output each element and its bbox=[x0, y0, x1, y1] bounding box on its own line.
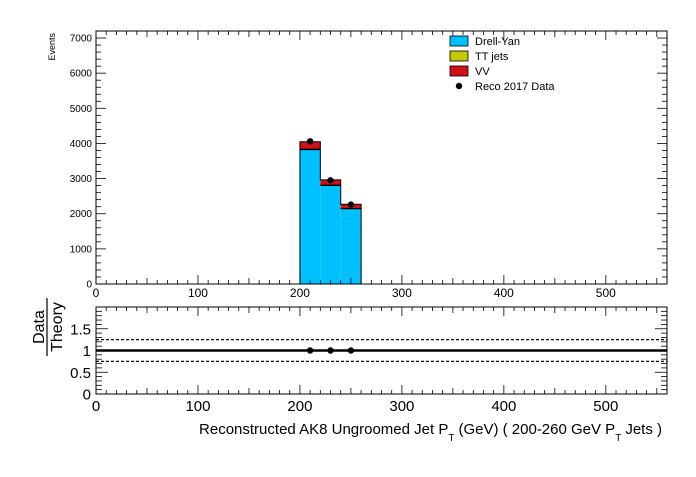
x-axis-label: Reconstructed AK8 Ungroomed Jet PT(GeV) … bbox=[199, 421, 662, 444]
ratio-y-label-numerator: Data bbox=[31, 310, 48, 344]
legend-swatch-tt-jets bbox=[450, 51, 468, 61]
bar-drell-yan-bin-2 bbox=[320, 186, 340, 284]
main-y-axis-label: Events bbox=[47, 33, 57, 61]
main-bars bbox=[300, 142, 361, 284]
data-point bbox=[327, 177, 333, 183]
x-tick-label: 100 bbox=[188, 286, 208, 300]
y-tick-label: 7000 bbox=[70, 34, 93, 45]
x-tick-label: 500 bbox=[593, 398, 618, 415]
x-tick-label: 200 bbox=[290, 286, 310, 300]
x-tick-label: 300 bbox=[389, 398, 414, 415]
main-plot-frame bbox=[96, 31, 667, 284]
y-tick-label: 6000 bbox=[70, 69, 93, 80]
ratio-y-tick-label: 0 bbox=[83, 387, 91, 404]
y-tick-label: 3000 bbox=[70, 174, 93, 185]
bar-drell-yan-bin-1 bbox=[300, 150, 320, 284]
x-axis-label-tail: Jets ) bbox=[625, 421, 662, 438]
x-axis-label-units: (GeV) ( 200-260 GeV P bbox=[458, 421, 615, 438]
legend-label: VV bbox=[475, 66, 490, 78]
bar-drell-yan-bin-3 bbox=[341, 209, 361, 284]
y-tick-label: 1000 bbox=[70, 244, 93, 255]
x-axis-label-main: Reconstructed AK8 Ungroomed Jet P bbox=[199, 421, 448, 438]
main-y-ticks: 0 1000 2000 3000 4000 5000 6000 7000 bbox=[70, 31, 667, 291]
x-tick-label: 200 bbox=[287, 398, 312, 415]
ratio-y-tick-label: 1.5 bbox=[70, 321, 91, 338]
ratio-y-label-denominator: Theory bbox=[49, 302, 66, 352]
ratio-data-point bbox=[348, 347, 354, 353]
data-point bbox=[348, 201, 354, 207]
x-tick-label: 100 bbox=[185, 398, 210, 415]
x-axis-label-subscript: T bbox=[448, 433, 454, 444]
x-tick-label: 300 bbox=[392, 286, 412, 300]
ratio-data-point bbox=[307, 347, 313, 353]
legend-label: Drell-Yan bbox=[475, 36, 520, 48]
x-tick-label: 0 bbox=[92, 398, 100, 415]
x-tick-label: 400 bbox=[491, 398, 516, 415]
x-tick-label: 500 bbox=[596, 286, 616, 300]
y-tick-label: 5000 bbox=[70, 104, 93, 115]
ratio-y-tick-label: 1 bbox=[83, 343, 91, 360]
x-tick-label: 0 bbox=[93, 286, 100, 300]
x-tick-label: 400 bbox=[494, 286, 514, 300]
main-panel: 0 100 200 300 400 500 0 1000 2000 3000 4000 5000 60… bbox=[47, 31, 667, 300]
legend-label: Reco 2017 Data bbox=[475, 81, 555, 93]
legend-swatch-drell-yan bbox=[450, 36, 468, 46]
legend-swatch-vv bbox=[450, 66, 468, 76]
ratio-y-ticks: 0 0.5 1 1.5 bbox=[70, 307, 667, 404]
data-point bbox=[307, 138, 313, 144]
y-tick-label: 0 bbox=[86, 280, 92, 291]
legend: Drell-Yan TT jets VV Reco 2017 Data bbox=[450, 36, 555, 93]
x-axis-label-subscript-2: T bbox=[615, 433, 621, 444]
legend-marker-data bbox=[456, 83, 462, 89]
y-tick-label: 2000 bbox=[70, 209, 93, 220]
legend-label: TT jets bbox=[475, 51, 509, 63]
main-x-ticks: 0 100 200 300 400 500 bbox=[93, 31, 667, 300]
ratio-data-point bbox=[327, 347, 333, 353]
ratio-y-tick-label: 0.5 bbox=[70, 365, 91, 382]
y-tick-label: 4000 bbox=[70, 139, 93, 150]
